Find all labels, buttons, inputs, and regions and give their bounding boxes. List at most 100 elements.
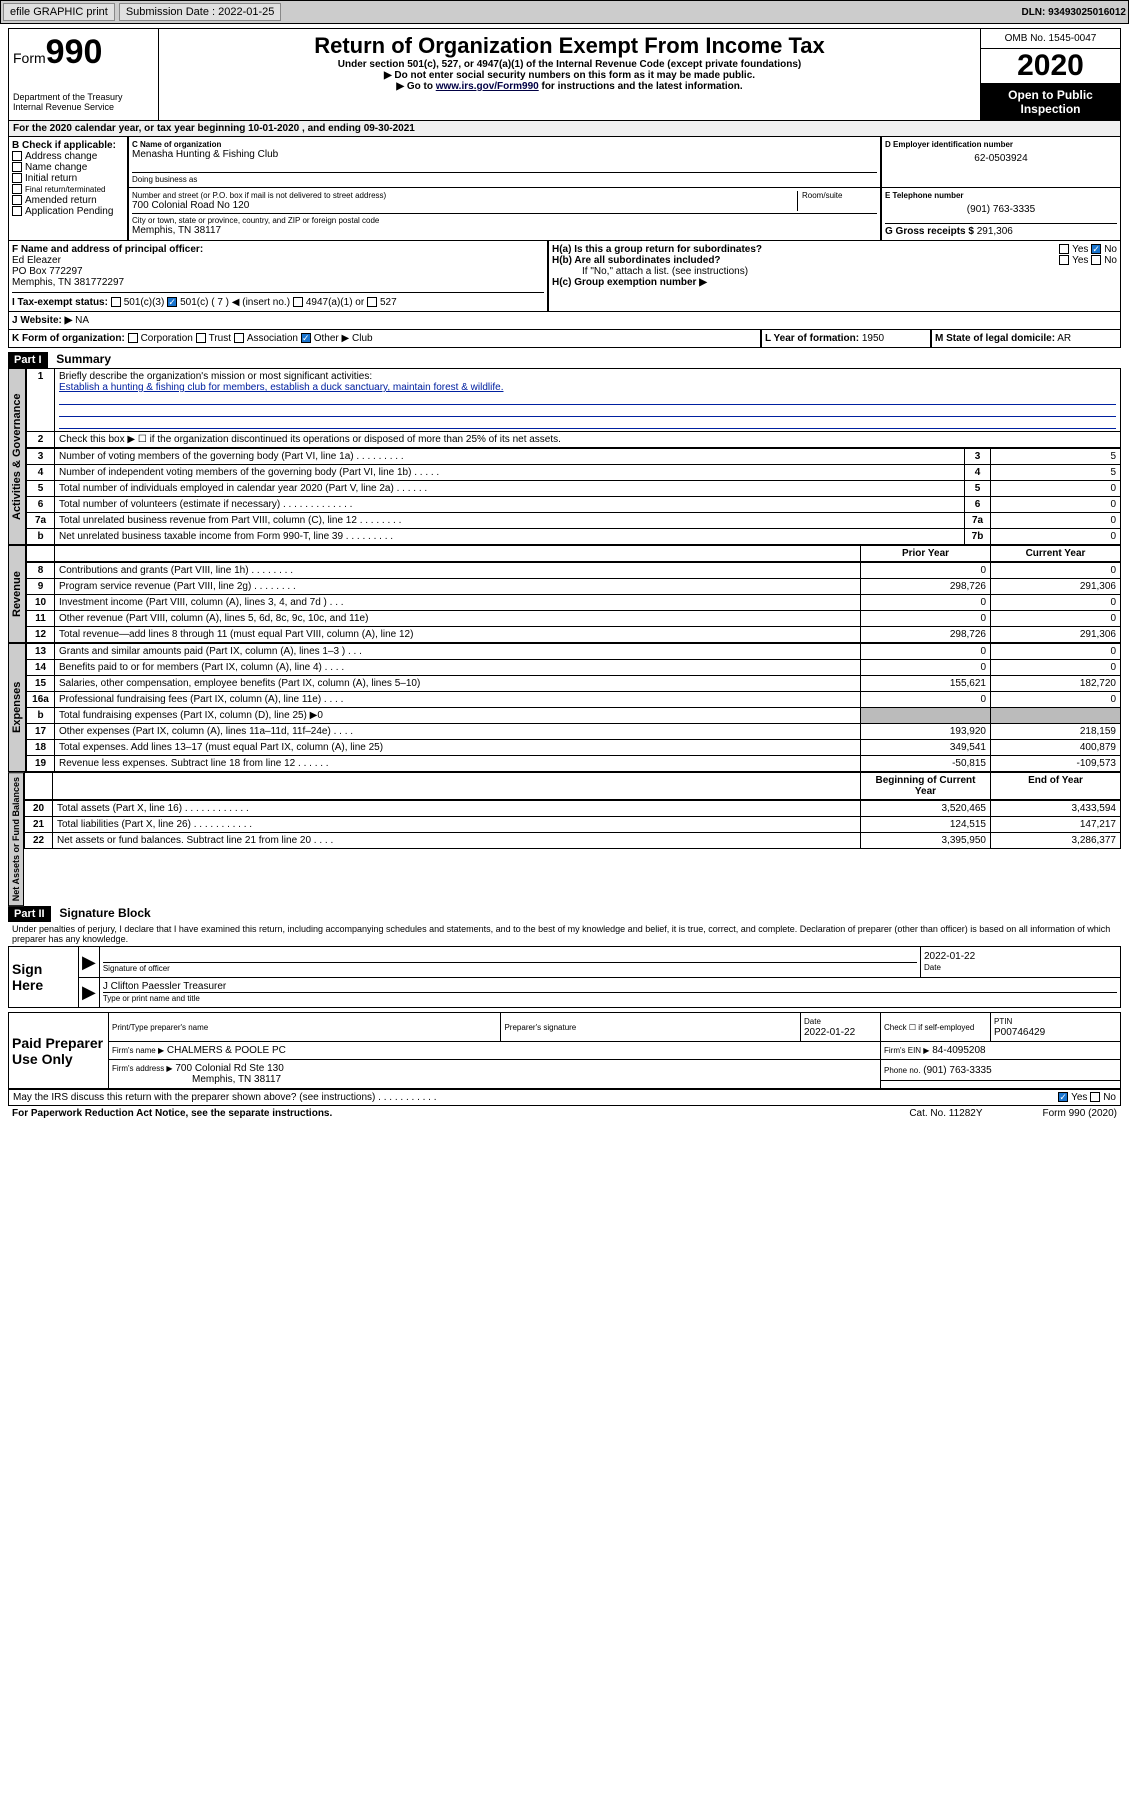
tax-year: 2020 <box>981 49 1120 84</box>
firm-city: Memphis, TN 38117 <box>112 1074 281 1085</box>
pra-notice: For Paperwork Reduction Act Notice, see … <box>12 1108 332 1119</box>
mission-text: Establish a hunting & fishing club for m… <box>59 382 503 393</box>
table-row: 3Number of voting members of the governi… <box>27 449 1121 465</box>
cb-name-change[interactable] <box>12 162 22 172</box>
officer-printed: J Clifton Paessler Treasurer <box>103 981 1117 993</box>
form-footer: Form 990 (2020) <box>1043 1108 1117 1119</box>
e-label: E Telephone number <box>885 191 1117 200</box>
note-ssn: ▶ Do not enter social security numbers o… <box>163 70 976 81</box>
prep-date: 2022-01-22 <box>804 1027 855 1038</box>
cb-501c[interactable] <box>167 297 177 307</box>
table-row: 13Grants and similar amounts paid (Part … <box>27 644 1121 660</box>
col-current: Current Year <box>991 546 1121 562</box>
cb-4947[interactable] <box>293 297 303 307</box>
open-inspection: Open to Public Inspection <box>981 84 1120 120</box>
cb-trust[interactable] <box>196 333 206 343</box>
cb-address-change[interactable] <box>12 151 22 161</box>
irs-link[interactable]: www.irs.gov/Form990 <box>436 81 539 92</box>
m-label: M State of legal domicile: <box>935 333 1055 344</box>
table-row: 20Total assets (Part X, line 16) . . . .… <box>25 801 1121 817</box>
sig-officer-label: Signature of officer <box>103 964 170 973</box>
firm-phone-label: Phone no. <box>884 1066 920 1075</box>
section-governance: Activities & Governance <box>8 368 26 545</box>
table-row: 7aTotal unrelated business revenue from … <box>27 513 1121 529</box>
cat-no: Cat. No. 11282Y <box>909 1108 982 1119</box>
part2-header: Part II <box>8 906 51 922</box>
cb-hb-no[interactable] <box>1091 255 1101 265</box>
form-header: Form990 Department of the Treasury Inter… <box>8 28 1121 121</box>
col-beginning: Beginning of Current Year <box>861 773 991 800</box>
k-label: K Form of organization: <box>12 333 125 344</box>
dba-label: Doing business as <box>132 172 877 184</box>
gross-receipts: 291,306 <box>977 226 1013 237</box>
table-row: bNet unrelated business taxable income f… <box>27 529 1121 545</box>
omb-number: OMB No. 1545-0047 <box>981 29 1120 49</box>
sign-here: Sign Here <box>9 947 79 1008</box>
cb-discuss-yes[interactable] <box>1058 1092 1068 1102</box>
section-revenue: Revenue <box>8 545 26 643</box>
officer-name: Ed Eleazer <box>12 255 544 266</box>
prep-name-label: Print/Type preparer's name <box>112 1023 208 1032</box>
website-value: NA <box>75 315 89 326</box>
cb-final-return[interactable] <box>12 184 22 194</box>
section-b: B Check if applicable: Address change Na… <box>8 137 128 241</box>
c-name-label: C Name of organization <box>132 140 877 149</box>
cb-other[interactable] <box>301 333 311 343</box>
cb-527[interactable] <box>367 297 377 307</box>
discuss-text: May the IRS discuss this return with the… <box>13 1092 437 1103</box>
table-row: 6Total number of volunteers (estimate if… <box>27 497 1121 513</box>
table-row: bTotal fundraising expenses (Part IX, co… <box>27 708 1121 724</box>
cb-501c3[interactable] <box>111 297 121 307</box>
org-name: Menasha Hunting & Fishing Club <box>132 149 877 160</box>
perjury-text: Under penalties of perjury, I declare th… <box>8 922 1121 946</box>
section-expenses: Expenses <box>8 643 26 772</box>
cb-assoc[interactable] <box>234 333 244 343</box>
cb-hb-yes[interactable] <box>1059 255 1069 265</box>
officer-addr2: Memphis, TN 381772297 <box>12 277 544 288</box>
table-row: 14Benefits paid to or for members (Part … <box>27 660 1121 676</box>
cb-discuss-no[interactable] <box>1090 1092 1100 1102</box>
table-row: 15Salaries, other compensation, employee… <box>27 676 1121 692</box>
state-domicile: AR <box>1057 333 1071 344</box>
cb-amended[interactable] <box>12 195 22 205</box>
table-row: 10Investment income (Part VIII, column (… <box>27 595 1121 611</box>
ptin-label: PTIN <box>994 1017 1012 1026</box>
cb-ha-yes[interactable] <box>1059 244 1069 254</box>
firm-addr-label: Firm's address ▶ <box>112 1064 173 1073</box>
part1-header: Part I <box>8 352 48 368</box>
col-end: End of Year <box>991 773 1121 800</box>
phone-value: (901) 763-3335 <box>885 204 1117 215</box>
ptin-value: P00746429 <box>994 1027 1045 1038</box>
goto-prefix: ▶ Go to <box>396 81 435 92</box>
prep-sig-label: Preparer's signature <box>504 1023 576 1032</box>
hb-note: If "No," attach a list. (see instruction… <box>552 266 1117 277</box>
d-label: D Employer identification number <box>885 140 1117 149</box>
section-net-assets: Net Assets or Fund Balances <box>8 772 24 906</box>
cb-corp[interactable] <box>128 333 138 343</box>
i-label: I Tax-exempt status: <box>12 297 108 308</box>
type-label: Type or print name and title <box>103 994 200 1003</box>
dept-treasury: Department of the Treasury Internal Reve… <box>13 92 154 112</box>
paid-preparer: Paid Preparer Use Only <box>9 1013 109 1089</box>
col-prior: Prior Year <box>861 546 991 562</box>
k-other-val: Club <box>352 333 373 344</box>
q1-label: Briefly describe the organization's miss… <box>59 371 372 382</box>
f-label: F Name and address of principal officer: <box>12 244 544 255</box>
table-row: 8Contributions and grants (Part VIII, li… <box>27 563 1121 579</box>
submission-date: Submission Date : 2022-01-25 <box>119 3 282 21</box>
ein-value: 62-0503924 <box>885 153 1117 164</box>
sig-date: 2022-01-22 <box>924 951 1117 962</box>
efile-label: efile GRAPHIC print <box>3 3 115 21</box>
table-row: 16aProfessional fundraising fees (Part I… <box>27 692 1121 708</box>
cb-initial-return[interactable] <box>12 173 22 183</box>
year-formation: 1950 <box>862 333 884 344</box>
cb-ha-no[interactable] <box>1091 244 1101 254</box>
dln: DLN: 93493025016012 <box>1021 7 1126 18</box>
b-label: B Check if applicable: <box>12 140 124 151</box>
cb-app-pending[interactable] <box>12 206 22 216</box>
firm-ein: 84-4095208 <box>932 1045 985 1056</box>
g-label: G Gross receipts $ <box>885 226 974 237</box>
goto-suffix: for instructions and the latest informat… <box>539 81 743 92</box>
room-label: Room/suite <box>802 191 877 200</box>
city-label: City or town, state or province, country… <box>132 216 877 225</box>
